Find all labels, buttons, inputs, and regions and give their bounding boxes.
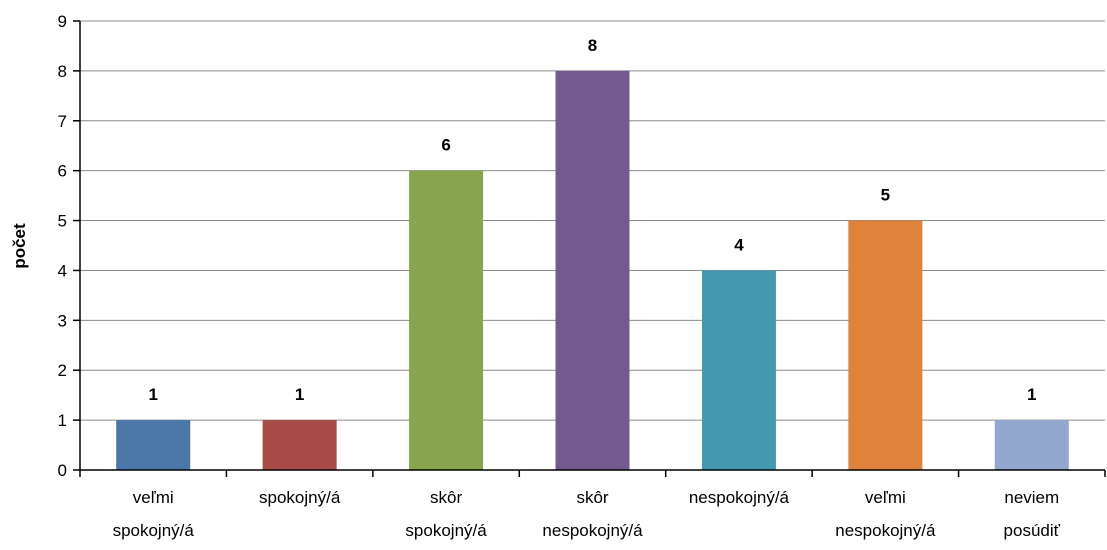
data-labels: 1 1 6 8 4 5 1 bbox=[148, 36, 1036, 404]
y-tick-label: 1 bbox=[58, 411, 67, 430]
x-category-label: veľmi bbox=[133, 488, 174, 507]
bar bbox=[701, 270, 776, 470]
data-label: 1 bbox=[295, 385, 304, 404]
data-label: 6 bbox=[441, 136, 450, 155]
bar bbox=[994, 420, 1069, 470]
x-category-labels: veľmi spokojný/á spokojný/á skôr spokojný/á s… bbox=[113, 488, 1061, 540]
data-label: 8 bbox=[588, 36, 597, 55]
y-tick-label: 5 bbox=[58, 212, 67, 231]
x-category-label: spokojný/á bbox=[113, 521, 195, 540]
data-label: 4 bbox=[734, 235, 744, 254]
y-tick-labels: 0 1 2 3 4 5 6 7 8 9 bbox=[58, 12, 67, 480]
y-tick-label: 4 bbox=[58, 261, 67, 280]
y-tick-label: 0 bbox=[58, 461, 67, 480]
bar bbox=[848, 220, 923, 470]
x-category-label: posúdiť bbox=[1004, 521, 1061, 540]
y-tick-label: 3 bbox=[58, 311, 67, 330]
y-tick-label: 7 bbox=[58, 112, 67, 131]
x-category-label: nespokojný/á bbox=[542, 521, 643, 540]
bar bbox=[555, 70, 630, 470]
x-category-label: skôr bbox=[576, 488, 608, 507]
data-label: 1 bbox=[1027, 385, 1036, 404]
bar bbox=[409, 170, 484, 470]
x-category-label: veľmi bbox=[865, 488, 906, 507]
y-tick-label: 9 bbox=[58, 12, 67, 31]
bar bbox=[116, 420, 191, 470]
y-tick-label: 6 bbox=[58, 162, 67, 181]
y-axis-title: počet bbox=[10, 223, 29, 269]
axes bbox=[73, 20, 1106, 477]
x-category-label: nespokojný/á bbox=[689, 488, 790, 507]
data-label: 1 bbox=[148, 385, 157, 404]
bar bbox=[262, 420, 337, 470]
bars bbox=[116, 70, 1069, 470]
x-category-label: skôr bbox=[430, 488, 462, 507]
x-category-label: neviem bbox=[1004, 488, 1059, 507]
x-category-label: spokojný/á bbox=[405, 521, 487, 540]
data-label: 5 bbox=[881, 186, 890, 205]
x-category-label: nespokojný/á bbox=[835, 521, 936, 540]
x-category-label: spokojný/á bbox=[259, 488, 341, 507]
y-tick-label: 2 bbox=[58, 361, 67, 380]
y-tick-label: 8 bbox=[58, 62, 67, 81]
